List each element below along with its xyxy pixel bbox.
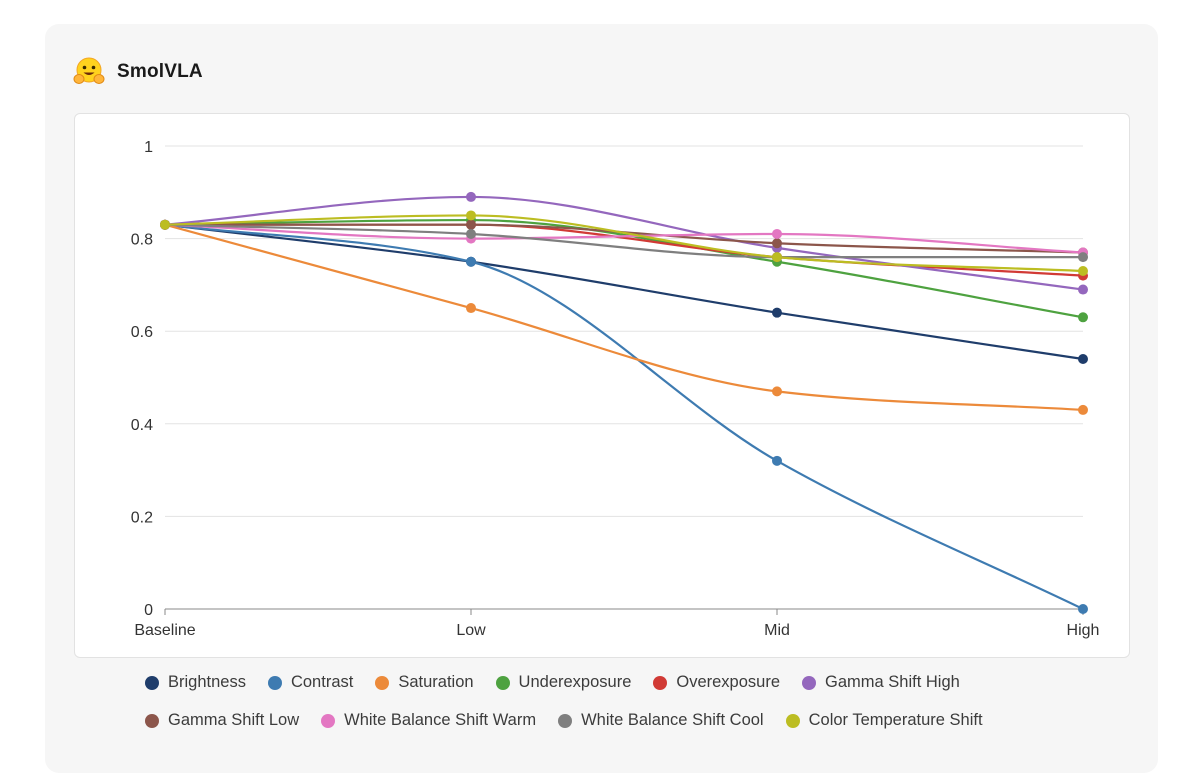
legend-item-saturation[interactable]: Saturation [375, 673, 474, 692]
data-point-color-temperature-shift [772, 252, 782, 263]
data-point-brightness [772, 307, 782, 318]
legend-item-brightness[interactable]: Brightness [145, 673, 246, 692]
data-point-contrast [1078, 604, 1088, 614]
x-tick-label: Mid [764, 622, 790, 639]
legend-swatch [375, 675, 390, 690]
legend-label: Contrast [290, 673, 354, 691]
data-point-saturation [1078, 404, 1088, 415]
series-line-white-balance-shift-warm [163, 223, 1085, 254]
legend-label: Color Temperature Shift [808, 711, 983, 729]
legend-label: Underexposure [518, 673, 632, 691]
x-tick-label: Low [456, 622, 486, 639]
y-tick-label: 0.6 [131, 324, 153, 341]
legend-swatch [145, 675, 159, 690]
series-line-white-balance-shift-cool [163, 223, 1085, 259]
hugging-face-emoji-icon [73, 57, 105, 84]
legend-swatch [785, 713, 800, 728]
legend-swatch [558, 713, 573, 728]
legend-item-white-balance-shift-cool[interactable]: White Balance Shift Cool [558, 711, 764, 730]
data-point-gamma-shift-high [466, 191, 476, 202]
card-header: SmolVLA [73, 56, 203, 88]
data-point-white-balance-shift-cool [1078, 252, 1088, 263]
y-tick-label: 1 [144, 139, 153, 156]
series-line-contrast [163, 223, 1085, 611]
data-point-saturation [466, 303, 476, 314]
legend-swatch [145, 713, 159, 728]
legend-item-color-temperature-shift[interactable]: Color Temperature Shift [785, 711, 983, 730]
legend-swatch [802, 675, 817, 690]
legend-item-white-balance-shift-warm[interactable]: White Balance Shift Warm [321, 711, 536, 730]
data-point-contrast [772, 455, 782, 466]
data-point-color-temperature-shift [160, 219, 170, 230]
legend-swatch [267, 675, 282, 690]
data-point-saturation [772, 386, 782, 397]
line-chart: 0 0.2 0.4 0.6 0.8 1 Baseline Low Mid High [74, 113, 1130, 658]
data-point-brightness [1078, 353, 1088, 364]
legend-item-overexposure[interactable]: Overexposure [653, 673, 780, 692]
legend-item-gamma-shift-low[interactable]: Gamma Shift Low [145, 711, 299, 730]
legend-item-gamma-shift-high[interactable]: Gamma Shift High [802, 673, 960, 692]
legend-label: Overexposure [676, 673, 781, 691]
series-line-color-temperature-shift [163, 214, 1085, 273]
y-tick-label: 0.8 [131, 232, 153, 249]
y-tick-label: 0.4 [131, 417, 153, 434]
data-point-white-balance-shift-cool [466, 228, 476, 239]
series-line-gamma-shift-high [163, 195, 1085, 291]
legend-label: Brightness [168, 673, 246, 691]
data-point-color-temperature-shift [466, 210, 476, 221]
x-tick-label: Baseline [134, 622, 195, 639]
card-title: SmolVLA [117, 61, 203, 82]
legend-swatch [495, 675, 510, 690]
chart-legend: Brightness Contrast Saturation Underexposur… [145, 673, 1105, 730]
legend-label: Saturation [398, 673, 474, 691]
data-point-gamma-shift-low [772, 238, 782, 249]
data-point-color-temperature-shift [1078, 266, 1088, 277]
legend-item-contrast[interactable]: Contrast [267, 673, 354, 692]
line-chart-svg: 0 0.2 0.4 0.6 0.8 1 Baseline Low Mid High [131, 139, 1100, 639]
y-tick-label: 0.2 [131, 509, 153, 526]
data-point-white-balance-shift-warm [772, 228, 782, 239]
series-line-saturation [163, 223, 1085, 412]
data-point-contrast [466, 256, 476, 267]
legend-swatch [321, 713, 336, 728]
series-line-brightness [163, 223, 1085, 361]
legend-item-underexposure[interactable]: Underexposure [495, 673, 632, 692]
legend-label: Gamma Shift High [825, 673, 960, 691]
data-point-gamma-shift-low [466, 219, 476, 230]
legend-label: White Balance Shift Cool [581, 711, 764, 729]
legend-swatch [653, 675, 668, 690]
data-point-underexposure [1078, 312, 1088, 323]
series-line-underexposure [163, 218, 1085, 319]
chart-card: SmolVLA 0 0.2 0.4 0.6 0.8 1 Baseline Low Mid High… [45, 24, 1158, 773]
legend-label: White Balance Shift Warm [344, 711, 537, 729]
legend-label: Gamma Shift Low [168, 711, 300, 729]
y-tick-label: 0 [144, 602, 153, 619]
data-point-gamma-shift-high [1078, 284, 1088, 295]
x-tick-label: High [1067, 622, 1100, 639]
